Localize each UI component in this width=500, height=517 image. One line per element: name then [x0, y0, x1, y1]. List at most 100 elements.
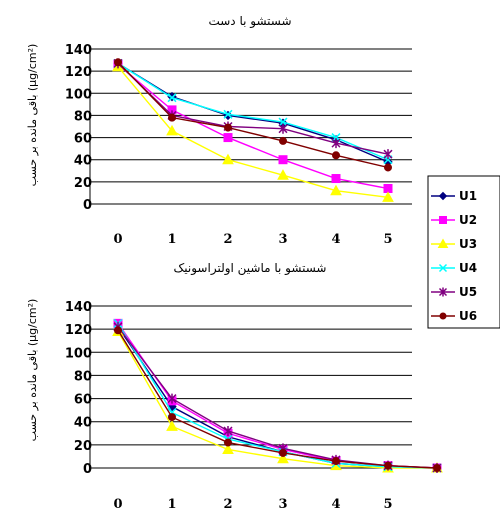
legend-item-U6: U6	[431, 309, 477, 323]
chart-1-series-U5-line	[117, 62, 389, 155]
chart-1-series-U2-line	[117, 63, 389, 190]
legend-label: U3	[459, 237, 477, 251]
chart-2-title: شستشو با ماشین اولتراسونیک	[174, 261, 327, 276]
chart-2-series-U6-point	[224, 438, 232, 447]
chart-1-xtick-label: 4	[331, 232, 340, 247]
chart-1-series-U3-line	[117, 66, 389, 199]
chart-2-xtick-label: 2	[223, 497, 232, 512]
chart-2-series-U5-point	[223, 425, 233, 436]
chart-2-xtick-label: 3	[278, 497, 287, 512]
chart-1-series-U6-point	[114, 58, 122, 67]
chart-2-ylabel: باقی مانده بر حسب (μg/cm²)	[26, 299, 39, 442]
legend-item-U5: U5	[431, 285, 477, 299]
chart-1-ytick-label: 0	[83, 198, 92, 213]
chart-1-plot: 140 120 100 80 60 40 20 0 0 1 2 3 4 5	[65, 43, 412, 247]
chart-2-series-U6-point	[168, 413, 176, 422]
chart-1-series-U4-point	[278, 117, 288, 127]
chart-1-series-U6-point	[279, 136, 287, 145]
chart-2-series-U6-point	[114, 326, 122, 335]
legend-marker	[437, 238, 449, 248]
legend-item-U4: U4	[431, 261, 477, 275]
chart-2-ytick-label: 20	[74, 439, 92, 454]
chart-1-xtick-label: 1	[167, 232, 176, 247]
chart-2-xtick-label: 1	[167, 497, 176, 512]
chart-1-xtick-label: 3	[278, 232, 287, 247]
chart-2-series-U6-point	[279, 448, 287, 457]
chart-1-series-U1-line	[117, 62, 389, 163]
legend-label: U5	[459, 285, 477, 299]
chart-2-series-U6	[114, 326, 441, 472]
chart-1-series-U6-line	[117, 61, 389, 169]
chart-1-series-U2-point	[223, 133, 233, 143]
chart-1-series-U2-point	[331, 174, 341, 184]
chart-1-series-U1	[113, 58, 393, 167]
chart-1-series-U6-point	[384, 163, 392, 172]
chart-2-plot: 140 120 100 80 60 40 20 0 0 1 2 3 4 5	[65, 300, 443, 512]
chart-1-series-U6-point	[168, 113, 176, 122]
legend-item-U3: U3	[431, 237, 477, 251]
chart-2-xtick-label: 0	[113, 497, 122, 512]
legend-label: U4	[459, 261, 477, 275]
legend-marker	[439, 216, 447, 224]
chart-2-series-U3-point	[277, 452, 289, 464]
chart-1-series-U2-point	[383, 184, 393, 193]
legend-item-U1: U1	[431, 189, 477, 203]
chart-2-ytick-label: 80	[74, 369, 92, 384]
legend-marker	[438, 287, 448, 297]
legend-label: U1	[459, 189, 477, 203]
legend-marker	[439, 312, 447, 320]
chart-1-ytick-label: 120	[65, 65, 92, 80]
legend-label: U2	[459, 213, 477, 227]
chart-2-series-U6-point	[384, 461, 392, 470]
chart-1-ylabel: باقی مانده بر حسب (μg/cm²)	[26, 44, 39, 187]
chart-1-ytick-label: 80	[74, 109, 92, 124]
chart-1-ytick-label: 140	[65, 43, 92, 58]
chart-1-series-U3-point	[382, 191, 394, 202]
chart-1-ytick-label: 100	[65, 87, 92, 102]
chart-1-series-U1-point	[223, 110, 233, 121]
chart-2-series-U6-point	[332, 457, 340, 466]
chart-2-series-U3-point	[222, 443, 234, 454]
chart-1-ytick-label: 60	[74, 132, 92, 147]
legend-marker	[438, 191, 448, 201]
legend: U1 U2 U3 U4 U5 U6	[427, 175, 500, 329]
chart-2-ytick-label: 140	[65, 300, 92, 315]
chart-1-series-U2	[113, 60, 393, 193]
chart-1-series-U5-point	[383, 149, 393, 160]
chart-1-series-U3-point	[277, 169, 289, 180]
chart-1-ytick-label: 20	[74, 176, 92, 191]
chart-2-xtick-label: 4	[331, 497, 340, 512]
chart-1-series-U3-point	[166, 124, 178, 136]
chart-2-series-U3-point	[166, 420, 178, 431]
legend-label: U6	[459, 309, 477, 323]
chart-1-xtick-label: 2	[223, 232, 232, 247]
chart-1-series-U6-point	[224, 123, 232, 132]
chart-2-series-U2	[113, 318, 442, 473]
chart-2-xtick-label: 5	[383, 497, 392, 512]
chart-1-series-U6	[114, 58, 392, 172]
chart-1-ytick-label: 40	[74, 154, 92, 169]
chart-1-series-U4-point	[167, 93, 177, 103]
chart-2-ytick-label: 120	[65, 323, 92, 338]
chart-2-series-U4	[113, 318, 442, 473]
chart-2-series-U5-point	[167, 393, 177, 404]
chart-2-ytick-label: 60	[74, 393, 92, 408]
chart-1-series-U6-point	[332, 151, 340, 160]
chart-1-series-U5-point	[331, 138, 341, 149]
chart-1-series-U3-point	[330, 184, 342, 196]
chart-1-series-U4-point	[223, 109, 233, 119]
chart-2-ytick-label: 40	[74, 416, 92, 431]
chart-1-series-U4-line	[117, 62, 389, 161]
chart-1-xtick-label: 0	[113, 232, 122, 247]
chart-1-series-U3-point	[222, 153, 234, 165]
legend-marker	[438, 263, 448, 273]
chart-1-series-U5-point	[278, 123, 288, 134]
chart-2-series-U6-point	[433, 464, 441, 472]
legend-box	[427, 175, 500, 329]
chart-1-series-U3	[112, 60, 394, 202]
chart-2-ytick-label: 100	[65, 346, 92, 361]
chart-1-title: شستشو با دست	[208, 14, 291, 29]
chart-1-xtick-label: 5	[383, 232, 392, 247]
